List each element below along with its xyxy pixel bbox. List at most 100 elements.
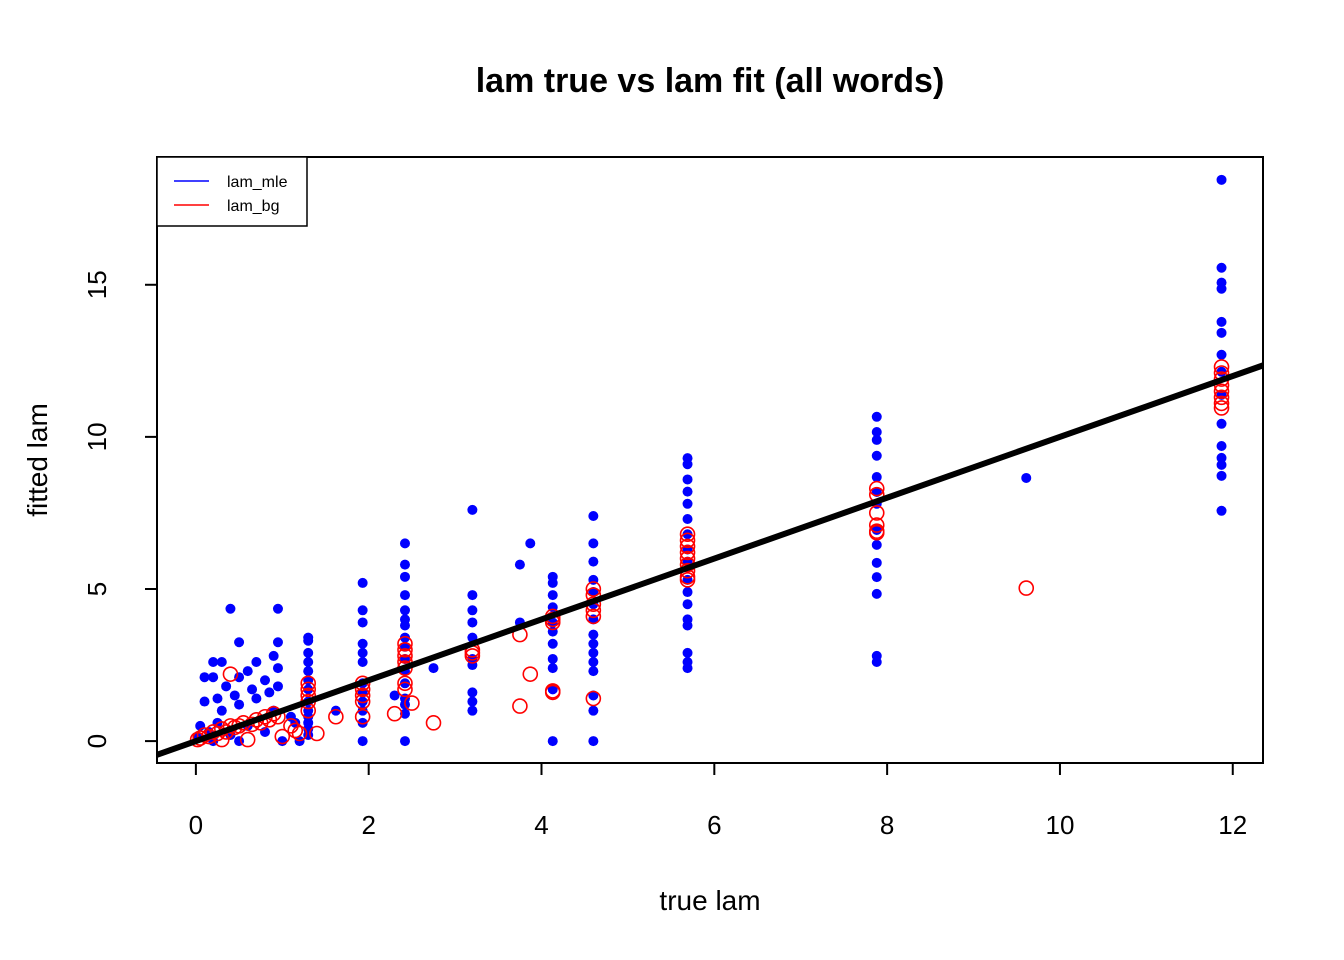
- point: [547, 663, 558, 674]
- point: [588, 510, 599, 521]
- x-tick-label: 0: [189, 810, 203, 840]
- point: [588, 690, 599, 701]
- point: [547, 590, 558, 601]
- point: [467, 687, 478, 698]
- point: [512, 698, 528, 714]
- point: [300, 675, 317, 692]
- point: [522, 666, 539, 682]
- point: [682, 663, 693, 674]
- point: [264, 687, 275, 698]
- point: [588, 587, 599, 598]
- x-tick-label: 12: [1218, 810, 1247, 840]
- point: [354, 687, 371, 704]
- y-tick-label: 15: [82, 270, 112, 299]
- point: [467, 590, 478, 601]
- point: [467, 617, 478, 628]
- point: [239, 731, 256, 748]
- point: [679, 538, 696, 555]
- point: [871, 572, 882, 583]
- point: [868, 505, 885, 521]
- point: [871, 657, 882, 667]
- point: [868, 480, 885, 497]
- point: [208, 657, 219, 667]
- point: [682, 620, 693, 631]
- point: [272, 663, 283, 674]
- legend-label: lam_mle: [227, 174, 288, 191]
- point: [354, 693, 371, 710]
- point: [303, 666, 314, 677]
- point: [428, 663, 439, 674]
- point: [272, 681, 283, 692]
- chart-title: lam true vs lam fit (all words): [476, 62, 945, 100]
- point: [588, 705, 599, 716]
- point: [357, 577, 368, 588]
- point: [357, 696, 368, 707]
- point: [274, 728, 291, 745]
- point: [1213, 395, 1230, 412]
- point: [399, 708, 410, 719]
- point: [1216, 441, 1227, 452]
- point: [208, 672, 219, 683]
- point: [303, 647, 314, 658]
- point: [277, 736, 288, 747]
- point: [588, 538, 599, 549]
- point: [222, 666, 239, 682]
- plot-area: [157, 174, 1263, 758]
- point: [399, 571, 410, 582]
- point: [389, 690, 400, 701]
- point: [225, 603, 236, 614]
- point: [300, 681, 317, 698]
- point: [1216, 459, 1227, 470]
- point: [272, 603, 283, 614]
- point: [357, 617, 368, 628]
- point: [212, 693, 223, 704]
- point: [397, 648, 413, 664]
- point: [682, 486, 693, 497]
- point: [251, 657, 262, 667]
- point: [467, 705, 478, 716]
- point: [514, 559, 525, 570]
- point: [397, 642, 413, 658]
- point: [397, 681, 413, 698]
- point: [399, 632, 410, 643]
- point: [399, 678, 410, 689]
- point: [1216, 174, 1227, 185]
- point: [399, 605, 410, 616]
- point: [682, 498, 693, 509]
- point: [547, 577, 558, 588]
- point: [399, 538, 410, 549]
- point: [234, 672, 245, 683]
- point: [216, 657, 227, 667]
- point: [525, 538, 536, 549]
- legend: lam_mle lam_bg: [156, 156, 308, 227]
- x-tick-label: 6: [707, 810, 721, 840]
- point: [588, 736, 599, 747]
- x-tick-label: 10: [1045, 810, 1074, 840]
- point: [1018, 580, 1035, 596]
- point: [354, 708, 371, 725]
- point: [547, 684, 558, 695]
- point: [682, 474, 693, 485]
- point: [682, 599, 693, 610]
- point: [268, 650, 279, 661]
- point: [330, 705, 341, 716]
- point: [357, 657, 368, 667]
- point: [679, 532, 696, 549]
- point: [328, 708, 344, 725]
- point: [871, 472, 882, 483]
- point: [303, 684, 314, 695]
- point: [871, 539, 882, 550]
- point: [588, 666, 599, 677]
- point: [291, 725, 308, 742]
- point: [868, 524, 885, 541]
- point: [588, 647, 599, 658]
- point: [1216, 283, 1227, 294]
- point: [679, 544, 696, 561]
- legend-label: lam_bg: [227, 198, 279, 215]
- point: [357, 647, 368, 658]
- point: [1216, 505, 1227, 516]
- point: [399, 620, 410, 631]
- point: [467, 504, 478, 515]
- point: [234, 637, 245, 648]
- point: [588, 556, 599, 567]
